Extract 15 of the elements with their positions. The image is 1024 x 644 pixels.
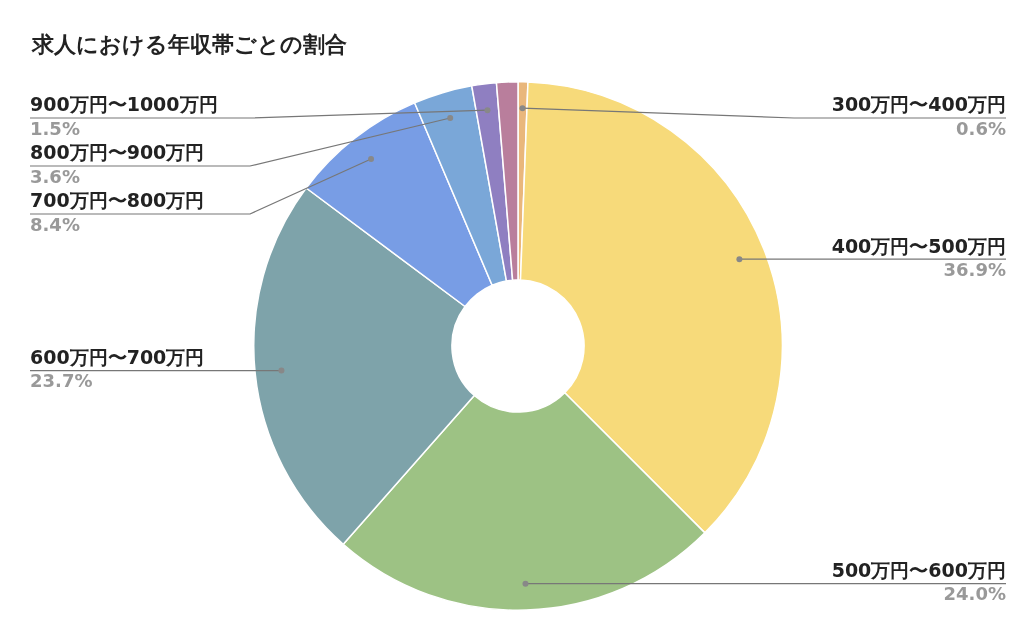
data-label: 1.5% [30,117,80,139]
chart-title: 求人における年収帯ごとの割合 [32,31,347,59]
data-label: 23.7% [30,370,93,392]
slice-label: 400万円〜500万円 [831,234,1006,257]
data-label: 0.6% [956,117,1006,139]
slice-label: 900万円〜1000万円 [30,93,218,116]
slice-label: 600万円〜700万円 [30,346,205,369]
data-label: 8.4% [30,213,80,235]
data-label: 3.6% [30,165,80,187]
slice-label: 700万円〜800万円 [30,189,205,212]
slice-label: 500万円〜600万円 [831,559,1006,582]
data-label: 36.9% [943,258,1006,280]
slice-label: 800万円〜900万円 [30,141,205,164]
data-label: 24.0% [943,583,1006,605]
slice-label: 300万円〜400万円 [831,93,1006,116]
